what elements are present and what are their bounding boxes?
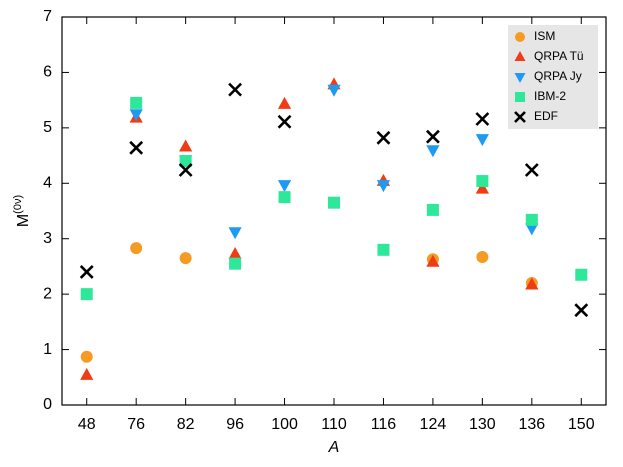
point: [525, 277, 539, 290]
y-tick-label: 5: [43, 119, 52, 136]
point: [278, 191, 291, 204]
point: [277, 96, 292, 109]
point: [130, 242, 143, 255]
point: [476, 175, 489, 188]
point: [228, 247, 242, 260]
x-tick-label: 124: [420, 416, 447, 433]
x-tick-label: 130: [469, 416, 496, 433]
x-tick-label: 136: [518, 416, 545, 433]
point: [475, 134, 489, 147]
y-tick-label: 0: [43, 396, 52, 413]
x-axis-label: A: [328, 439, 340, 456]
legend-marker: [514, 51, 526, 61]
legend-label: EDF: [534, 109, 558, 123]
point: [327, 84, 341, 97]
point: [228, 227, 242, 240]
point: [130, 96, 143, 109]
point: [524, 163, 539, 177]
point: [377, 243, 390, 256]
x-tick-label: 96: [226, 416, 244, 433]
y-tick-label: 6: [43, 64, 52, 81]
point: [426, 145, 440, 158]
y-tick-label: 2: [43, 285, 52, 302]
legend-label: IBM-2: [534, 89, 566, 103]
legend-marker: [515, 32, 525, 42]
point: [376, 130, 391, 145]
x-tick-label: 82: [177, 416, 195, 433]
point: [426, 203, 439, 216]
point: [426, 254, 440, 267]
point: [328, 196, 340, 209]
point: [475, 181, 489, 194]
legend-marker: [514, 111, 526, 123]
legend-label: QRPA Tü: [534, 49, 584, 63]
y-tick-label: 3: [43, 230, 52, 247]
point: [79, 265, 94, 279]
legend-label: ISM: [534, 29, 555, 43]
point: [179, 252, 192, 265]
point: [476, 251, 489, 264]
point: [129, 109, 143, 122]
point: [574, 303, 589, 318]
point: [376, 180, 391, 193]
point: [80, 288, 93, 301]
point: [475, 112, 490, 126]
point: [277, 114, 292, 129]
x-tick-label: 76: [127, 416, 145, 433]
point: [525, 213, 538, 226]
x-tick-label: 150: [568, 416, 595, 433]
y-axis-label-sup: (0ν): [12, 195, 24, 214]
point: [178, 163, 193, 177]
point: [80, 367, 94, 380]
legend-marker: [515, 92, 525, 102]
x-tick-label: 48: [78, 416, 96, 433]
x-tick-label: 100: [271, 416, 298, 433]
y-tick-label: 1: [43, 341, 52, 358]
point: [80, 350, 93, 363]
legend-marker: [514, 73, 526, 83]
y-axis-label-base: M: [15, 214, 32, 227]
point: [228, 82, 243, 97]
point: [179, 139, 193, 152]
point: [277, 180, 292, 193]
y-tick-label: 7: [43, 8, 52, 25]
y-axis-label: M(0ν): [12, 195, 32, 227]
point: [525, 223, 539, 236]
point: [425, 129, 440, 144]
point: [129, 140, 144, 155]
y-tick-label: 4: [43, 175, 52, 192]
x-tick-label: 116: [371, 416, 397, 433]
point: [229, 257, 242, 270]
legend-label: QRPA Jy: [534, 69, 582, 83]
x-tick-label: 110: [321, 416, 347, 433]
point: [179, 155, 192, 168]
point: [575, 268, 588, 281]
